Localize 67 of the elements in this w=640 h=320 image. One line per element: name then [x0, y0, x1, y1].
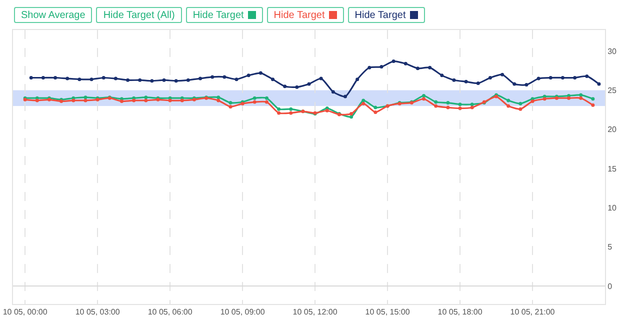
- point: [470, 106, 474, 110]
- button[interactable]: Hide Target (All): [96, 7, 182, 23]
- point: [518, 102, 522, 106]
- point: [168, 98, 172, 102]
- point: [579, 96, 583, 100]
- point: [289, 111, 293, 115]
- point: [362, 98, 366, 102]
- point: [132, 98, 136, 102]
- point: [264, 96, 268, 100]
- point: [216, 98, 220, 102]
- x-tick-label: 10 05, 06:00: [148, 308, 193, 317]
- point: [180, 98, 184, 102]
- point: [228, 101, 232, 105]
- point: [252, 96, 256, 100]
- point: [264, 100, 268, 104]
- y-tick-label: 20: [608, 125, 618, 134]
- point: [350, 115, 354, 119]
- x-tick-label: 10 05, 09:00: [220, 308, 266, 317]
- point: [470, 102, 474, 106]
- x-tick-label: 10 05, 18:00: [438, 308, 483, 317]
- point: [542, 97, 546, 101]
- point: [591, 103, 595, 107]
- x-tick-label: 10 05, 15:00: [365, 308, 410, 317]
- point: [434, 104, 438, 108]
- y-tick-label: 5: [608, 242, 613, 252]
- point: [374, 110, 378, 114]
- y-tick-label: 30: [608, 46, 618, 56]
- point: [277, 107, 281, 111]
- button[interactable]: Hide Target: [348, 7, 425, 23]
- point: [567, 96, 571, 100]
- point: [350, 112, 354, 116]
- point: [252, 100, 256, 104]
- y-tick-label: 15: [608, 164, 618, 174]
- point: [228, 104, 232, 108]
- point: [72, 98, 76, 102]
- y-tick-label: 10: [608, 204, 618, 213]
- point: [422, 97, 426, 101]
- point: [579, 93, 583, 97]
- point: [591, 97, 595, 101]
- point: [374, 106, 378, 110]
- point: [518, 107, 522, 111]
- button[interactable]: Hide Target: [266, 7, 344, 23]
- point: [35, 98, 39, 102]
- point: [277, 111, 281, 115]
- point: [289, 107, 293, 111]
- button[interactable]: Show Average: [14, 7, 92, 23]
- point: [84, 96, 88, 100]
- point: [446, 101, 450, 105]
- y-tick-label: 25: [608, 86, 618, 96]
- point: [506, 104, 510, 108]
- point: [506, 98, 510, 102]
- point: [422, 94, 426, 98]
- point: [362, 102, 366, 106]
- point: [144, 98, 148, 102]
- point: [216, 96, 220, 100]
- x-tick-label: 10 05, 12:00: [292, 308, 338, 317]
- point: [144, 96, 148, 100]
- button[interactable]: Hide Target: [186, 7, 263, 23]
- y-tick-label: 0: [608, 282, 613, 291]
- point: [446, 106, 450, 110]
- x-tick-label: 10 05, 21:00: [510, 308, 556, 317]
- point: [84, 98, 88, 102]
- x-tick-label: 10 05, 03:00: [75, 308, 120, 317]
- point: [458, 102, 462, 106]
- point: [458, 106, 462, 110]
- point: [434, 100, 438, 104]
- x-tick-label: 10 05, 00:00: [2, 308, 48, 317]
